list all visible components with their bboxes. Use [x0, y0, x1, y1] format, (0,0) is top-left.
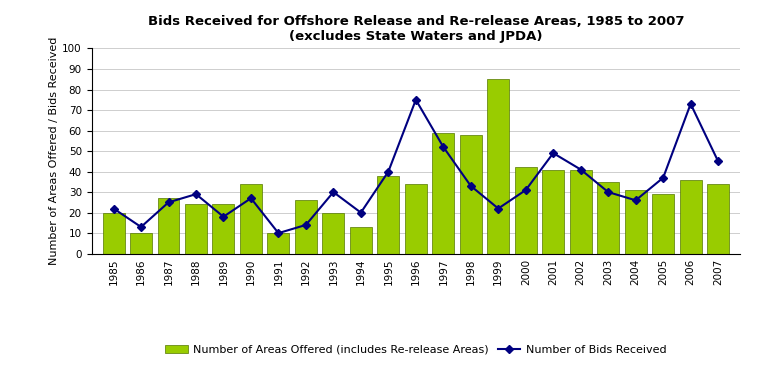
Bar	[185, 204, 207, 254]
Bar	[378, 176, 399, 254]
Bar	[405, 184, 427, 254]
Title: Bids Received for Offshore Release and Re-release Areas, 1985 to 2007
(excludes : Bids Received for Offshore Release and R…	[147, 15, 684, 43]
Bar	[240, 184, 262, 254]
Bar	[652, 194, 674, 254]
Bar	[433, 133, 454, 254]
Bar	[102, 213, 124, 254]
Bar	[212, 204, 234, 254]
Bar	[268, 233, 289, 254]
Bar	[625, 190, 647, 254]
Bar	[295, 200, 317, 254]
Bar	[323, 213, 344, 254]
Bar	[707, 184, 729, 254]
Bar	[460, 135, 481, 254]
Bar	[570, 169, 592, 254]
Y-axis label: Number of Areas Offered / Bids Received: Number of Areas Offered / Bids Received	[50, 37, 60, 265]
Bar	[350, 227, 372, 254]
Bar	[157, 198, 179, 254]
Bar	[130, 233, 152, 254]
Bar	[488, 79, 509, 254]
Bar	[542, 169, 564, 254]
Legend: Number of Areas Offered (includes Re-release Areas), Number of Bids Received: Number of Areas Offered (includes Re-rel…	[166, 345, 666, 355]
Bar	[680, 180, 702, 254]
Bar	[515, 167, 536, 254]
Bar	[597, 182, 620, 254]
